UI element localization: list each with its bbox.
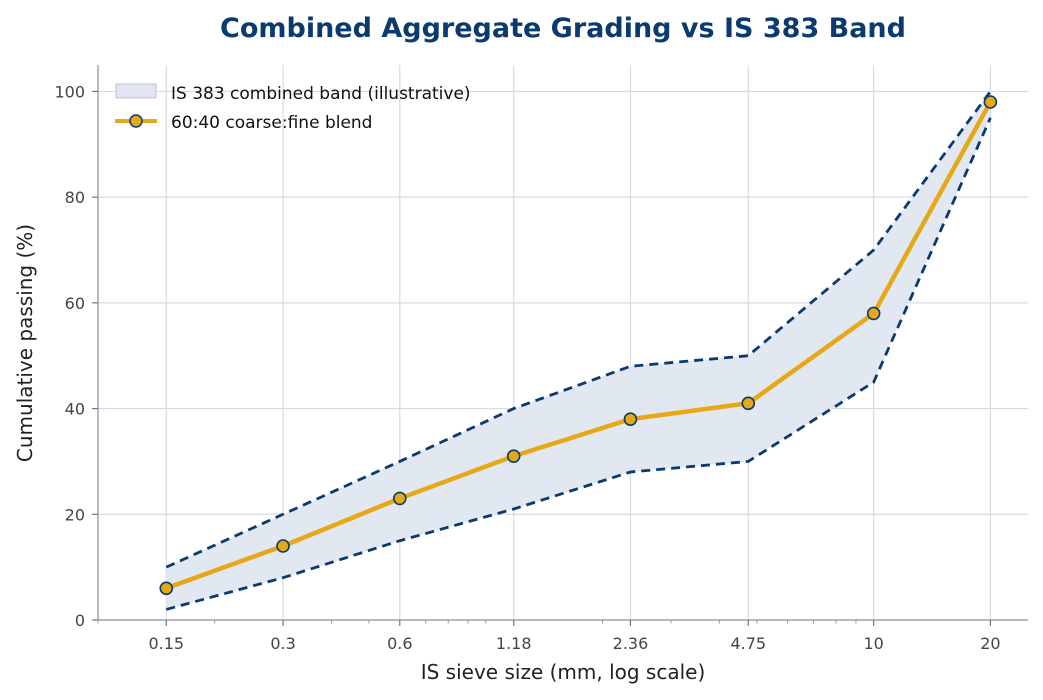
data-point bbox=[506, 449, 521, 463]
y-tick-label: 100 bbox=[54, 82, 85, 101]
data-point bbox=[983, 95, 998, 109]
y-tick-label: 0 bbox=[75, 611, 85, 630]
data-point bbox=[866, 306, 881, 321]
x-tick-label: 0.6 bbox=[387, 634, 412, 653]
x-axis-label: IS sieve size (mm, log scale) bbox=[421, 660, 706, 684]
data-point bbox=[392, 491, 407, 506]
y-tick-label: 40 bbox=[65, 400, 85, 419]
series-layer bbox=[159, 95, 998, 596]
x-tick-label: 1.18 bbox=[496, 634, 532, 653]
axes-layer bbox=[97, 65, 1028, 621]
x-tick-label: 2.36 bbox=[613, 634, 649, 653]
legend-band-label: IS 383 combined band (illustrative) bbox=[171, 84, 471, 104]
band-fill bbox=[166, 91, 991, 610]
legend-series-label: 60:40 coarse:fine blend bbox=[171, 113, 372, 133]
x-tick-label: 4.75 bbox=[730, 634, 766, 653]
band-layer bbox=[165, 90, 992, 611]
y-tick-label: 20 bbox=[65, 505, 85, 524]
x-tick-label: 0.15 bbox=[148, 634, 184, 653]
y-tick-label: 60 bbox=[65, 294, 85, 313]
x-tick-label: 20 bbox=[980, 634, 1000, 653]
grid-layer bbox=[98, 65, 1028, 621]
band-lower-limit-line bbox=[165, 117, 992, 611]
data-point bbox=[741, 396, 756, 411]
ticks-layer: 0.15 0.3 0.6 1.18 2.36 4.75 10 20 0 20 40 60 80 100 bbox=[54, 82, 1000, 653]
series-line bbox=[165, 100, 993, 591]
y-tick-label: 80 bbox=[65, 188, 85, 207]
legend-band-swatch bbox=[115, 83, 157, 99]
x-tick-label: 10 bbox=[863, 634, 883, 653]
x-tick-label: 0.3 bbox=[270, 634, 295, 653]
data-point bbox=[159, 581, 174, 596]
chart-title: Combined Aggregate Grading vs IS 383 Ban… bbox=[220, 13, 906, 44]
data-point bbox=[623, 412, 638, 426]
legend-series-marker bbox=[129, 114, 143, 128]
data-point bbox=[276, 539, 290, 553]
band-upper-limit-line bbox=[165, 90, 992, 569]
legend: IS 383 combined band (illustrative) 60:4… bbox=[115, 83, 471, 133]
y-axis-label: Cumulative passing (%) bbox=[13, 224, 37, 462]
